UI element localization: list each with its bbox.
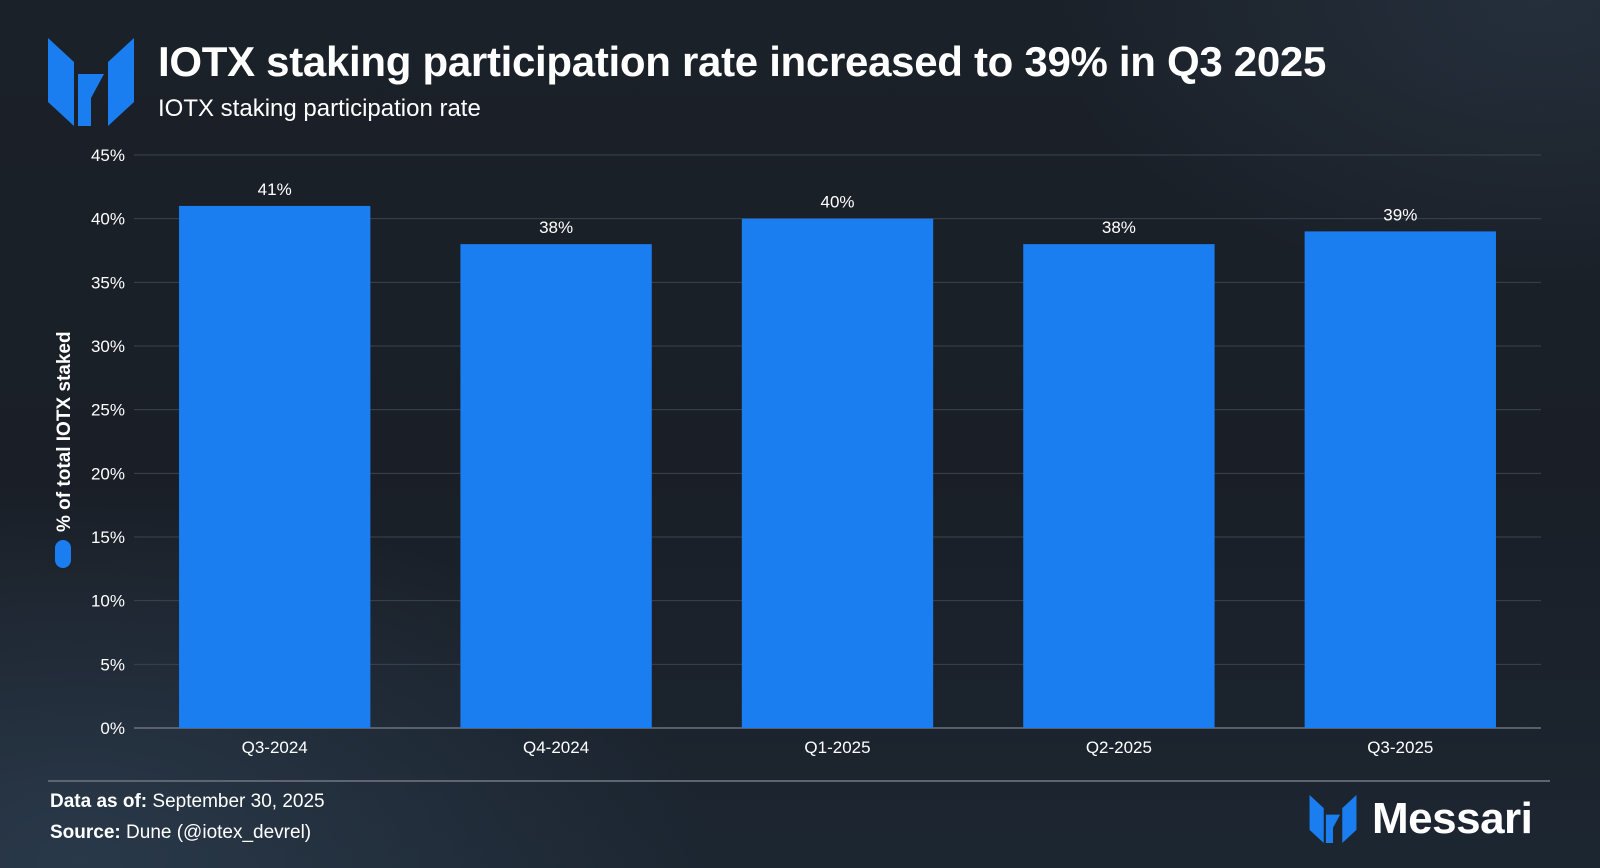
y-axis-ticks: 0% 5% 10% 15% 20% 25% 30% 35% 40% 45% — [91, 146, 125, 738]
messari-logo-icon — [1309, 795, 1357, 843]
y-tick-label: 45% — [91, 146, 125, 165]
legend-swatch — [55, 540, 71, 568]
source-label: Source: — [50, 822, 121, 843]
chart-title: IOTX staking participation rate increase… — [158, 38, 1327, 85]
footer-source: Source: Dune (@iotex_devrel) — [50, 822, 311, 844]
data-label: 38% — [1102, 218, 1136, 237]
y-tick-label: 15% — [91, 528, 125, 547]
footer-divider — [48, 780, 1550, 782]
footer-data-as-of: Data as of: September 30, 2025 — [50, 791, 325, 813]
x-axis-ticks: Q3-2024 Q4-2024 Q1-2025 Q2-2025 Q3-2025 — [242, 738, 1434, 757]
data-labels: 41% 38% 40% 38% 39% — [258, 180, 1418, 237]
bar — [179, 205, 371, 728]
y-tick-label: 30% — [91, 337, 125, 356]
x-tick-label: Q2-2025 — [1086, 738, 1152, 757]
y-tick-label: 10% — [91, 592, 125, 611]
data-as-of-label: Data as of: — [50, 791, 148, 812]
data-label: 38% — [539, 218, 573, 237]
y-axis-label: % of total IOTX staked — [54, 331, 75, 532]
chart-subtitle: IOTX staking participation rate — [158, 95, 481, 122]
messari-logo-icon — [48, 38, 134, 126]
bar — [1304, 231, 1496, 728]
y-tick-label: 40% — [91, 210, 125, 229]
bar — [460, 244, 652, 728]
source-value: Dune (@iotex_devrel) — [126, 822, 312, 843]
y-tick-label: 25% — [91, 401, 125, 420]
brand-name: Messari — [1372, 794, 1533, 843]
x-tick-label: Q4-2024 — [523, 738, 589, 757]
data-label: 41% — [258, 180, 292, 199]
x-tick-label: Q3-2024 — [242, 738, 308, 757]
data-label: 40% — [820, 193, 854, 212]
bars — [179, 205, 1496, 728]
x-tick-label: Q1-2025 — [804, 738, 870, 757]
y-tick-label: 20% — [91, 464, 125, 483]
y-tick-label: 35% — [91, 273, 125, 292]
y-axis-legend: % of total IOTX staked — [54, 331, 75, 568]
data-label: 39% — [1383, 205, 1417, 224]
bar — [741, 218, 934, 728]
x-tick-label: Q3-2025 — [1367, 738, 1433, 757]
data-as-of-value: September 30, 2025 — [152, 791, 325, 812]
y-tick-label: 0% — [100, 719, 125, 738]
bar — [1023, 244, 1215, 728]
brand-logo: Messari — [1308, 794, 1533, 844]
y-tick-label: 5% — [100, 655, 125, 674]
